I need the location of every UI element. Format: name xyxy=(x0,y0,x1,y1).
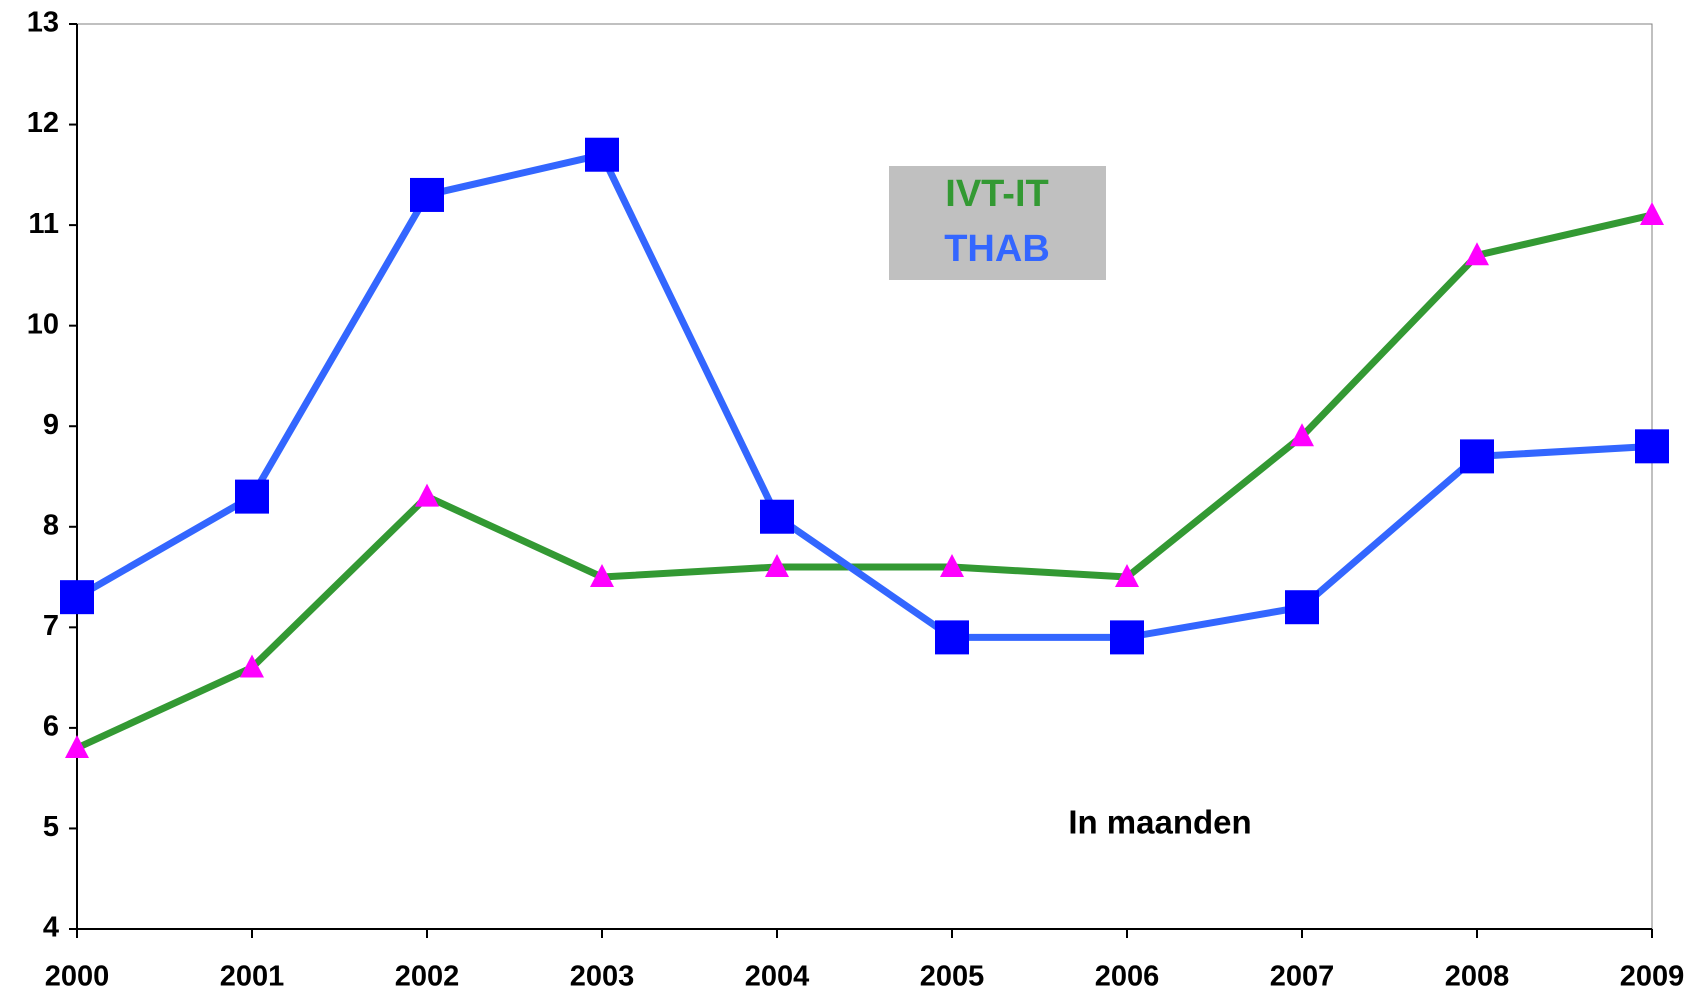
marker xyxy=(585,137,619,172)
x-tick-label: 2005 xyxy=(920,961,985,991)
x-tick-label: 2001 xyxy=(220,961,285,991)
y-tick-label: 5 xyxy=(43,811,59,843)
marker xyxy=(1460,439,1494,474)
x-tick-label: 2004 xyxy=(745,961,810,991)
x-tick-label: 2003 xyxy=(570,961,635,991)
y-tick-label: 13 xyxy=(27,7,59,39)
marker xyxy=(1290,423,1314,447)
y-tick-label: 8 xyxy=(43,509,59,541)
y-tick-label: 10 xyxy=(27,308,59,340)
marker xyxy=(415,483,439,507)
marker xyxy=(935,620,969,655)
y-tick-label: 7 xyxy=(43,610,59,642)
marker xyxy=(765,554,789,577)
x-tick-label: 2007 xyxy=(1270,961,1335,991)
marker xyxy=(65,735,89,758)
y-tick-label: 12 xyxy=(27,107,59,139)
legend-entry: THAB xyxy=(944,228,1050,270)
series-line xyxy=(75,151,1653,641)
y-tick-label: 4 xyxy=(43,912,59,944)
marker xyxy=(760,499,794,534)
x-tick-label: 2000 xyxy=(45,961,110,991)
marker xyxy=(1465,242,1489,266)
x-tick-label: 2008 xyxy=(1445,961,1510,991)
y-tick-label: 11 xyxy=(28,208,59,240)
x-tick-label: 2009 xyxy=(1620,961,1685,991)
legend-box xyxy=(889,166,1106,280)
marker xyxy=(410,177,444,212)
marker xyxy=(235,479,269,514)
marker xyxy=(940,554,964,577)
annotation: In maanden xyxy=(1068,804,1251,841)
marker xyxy=(1640,202,1664,226)
y-tick-label: 9 xyxy=(43,409,59,441)
x-tick-label: 2002 xyxy=(395,961,460,991)
marker xyxy=(1110,620,1144,655)
x-tick-label: 2006 xyxy=(1095,961,1160,991)
plot-area xyxy=(76,23,1653,930)
marker xyxy=(60,580,94,615)
marker xyxy=(1115,564,1139,588)
marker xyxy=(1285,590,1319,625)
y-tick-label: 6 xyxy=(43,711,59,743)
marker xyxy=(590,564,614,588)
series-line xyxy=(75,211,1653,752)
marker xyxy=(1635,429,1669,464)
legend-entry: IVT-IT xyxy=(945,173,1048,215)
marker xyxy=(240,654,264,678)
